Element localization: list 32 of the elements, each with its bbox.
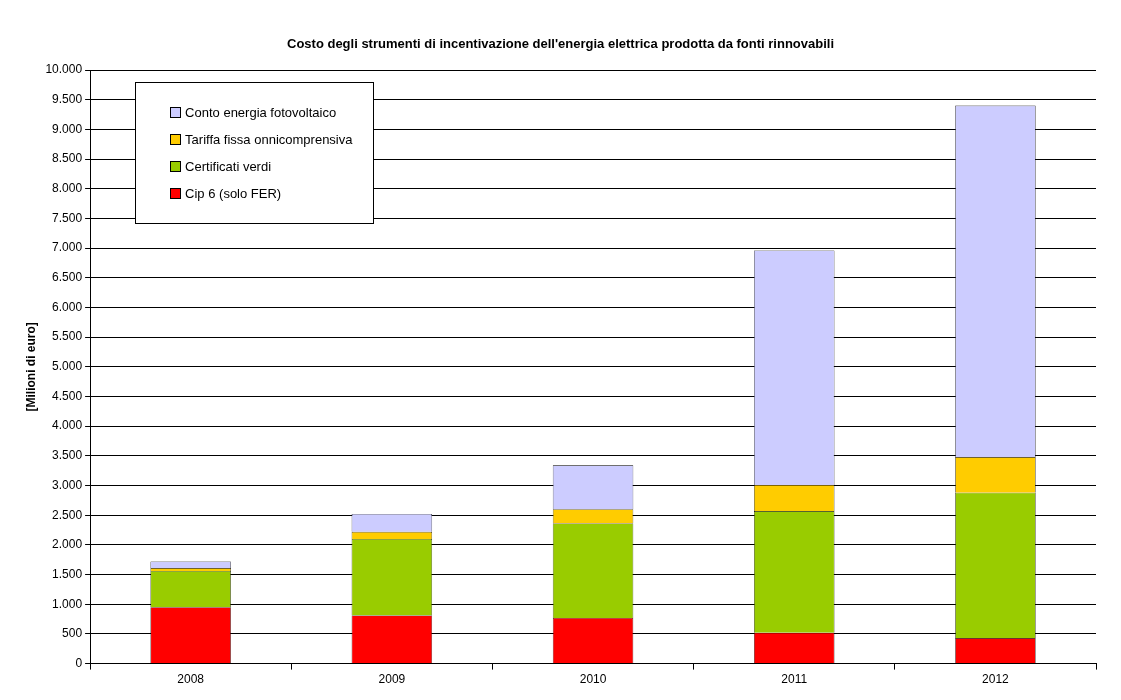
y-tick-label: 1.000 xyxy=(52,596,83,611)
legend-label: Conto energia fotovoltaico xyxy=(185,105,337,120)
chart-title: Costo degli strumenti di incentivazione dell'energia elettrica prodotta da fonti rinnovabili xyxy=(286,36,835,51)
legend-label: Certificati verdi xyxy=(185,159,272,174)
y-tick-label: 3.000 xyxy=(52,477,83,492)
x-tick-label: 2010 xyxy=(579,672,607,687)
y-tick-label: 7.500 xyxy=(52,210,83,225)
y-tick-label: 2.000 xyxy=(52,537,83,552)
y-tick-label: 3.500 xyxy=(52,448,83,463)
y-tick-label: 10.000 xyxy=(45,62,83,77)
y-tick-label: 8.000 xyxy=(52,181,83,196)
y-tick-label: 4.500 xyxy=(52,388,83,403)
y-tick-label: 8.500 xyxy=(52,151,83,166)
y-tick-label: 0 xyxy=(75,655,83,670)
y-tick-label: 5.500 xyxy=(52,329,83,344)
y-tick-label: 500 xyxy=(62,626,83,641)
y-tick-label: 2.500 xyxy=(52,507,83,522)
legend-label: Tariffa fissa onnicomprensiva xyxy=(185,132,353,147)
y-tick-label: 6.500 xyxy=(52,270,83,285)
y-tick-label: 6.000 xyxy=(52,299,83,314)
x-tick-label: 2012 xyxy=(982,672,1010,687)
y-tick-label: 9.500 xyxy=(52,91,83,106)
y-axis-title: [Milioni di euro] xyxy=(23,322,38,412)
x-tick-label: 2009 xyxy=(378,672,406,687)
y-tick-label: 7.000 xyxy=(52,240,83,255)
y-tick-label: 4.000 xyxy=(52,418,83,433)
y-tick-label: 5.000 xyxy=(52,359,83,374)
x-tick-label: 2011 xyxy=(781,672,808,687)
legend-label: Cip 6 (solo FER) xyxy=(185,186,282,201)
y-tick-label: 9.000 xyxy=(52,121,83,136)
x-tick-label: 2008 xyxy=(177,672,205,687)
y-tick-label: 1.500 xyxy=(52,566,83,581)
